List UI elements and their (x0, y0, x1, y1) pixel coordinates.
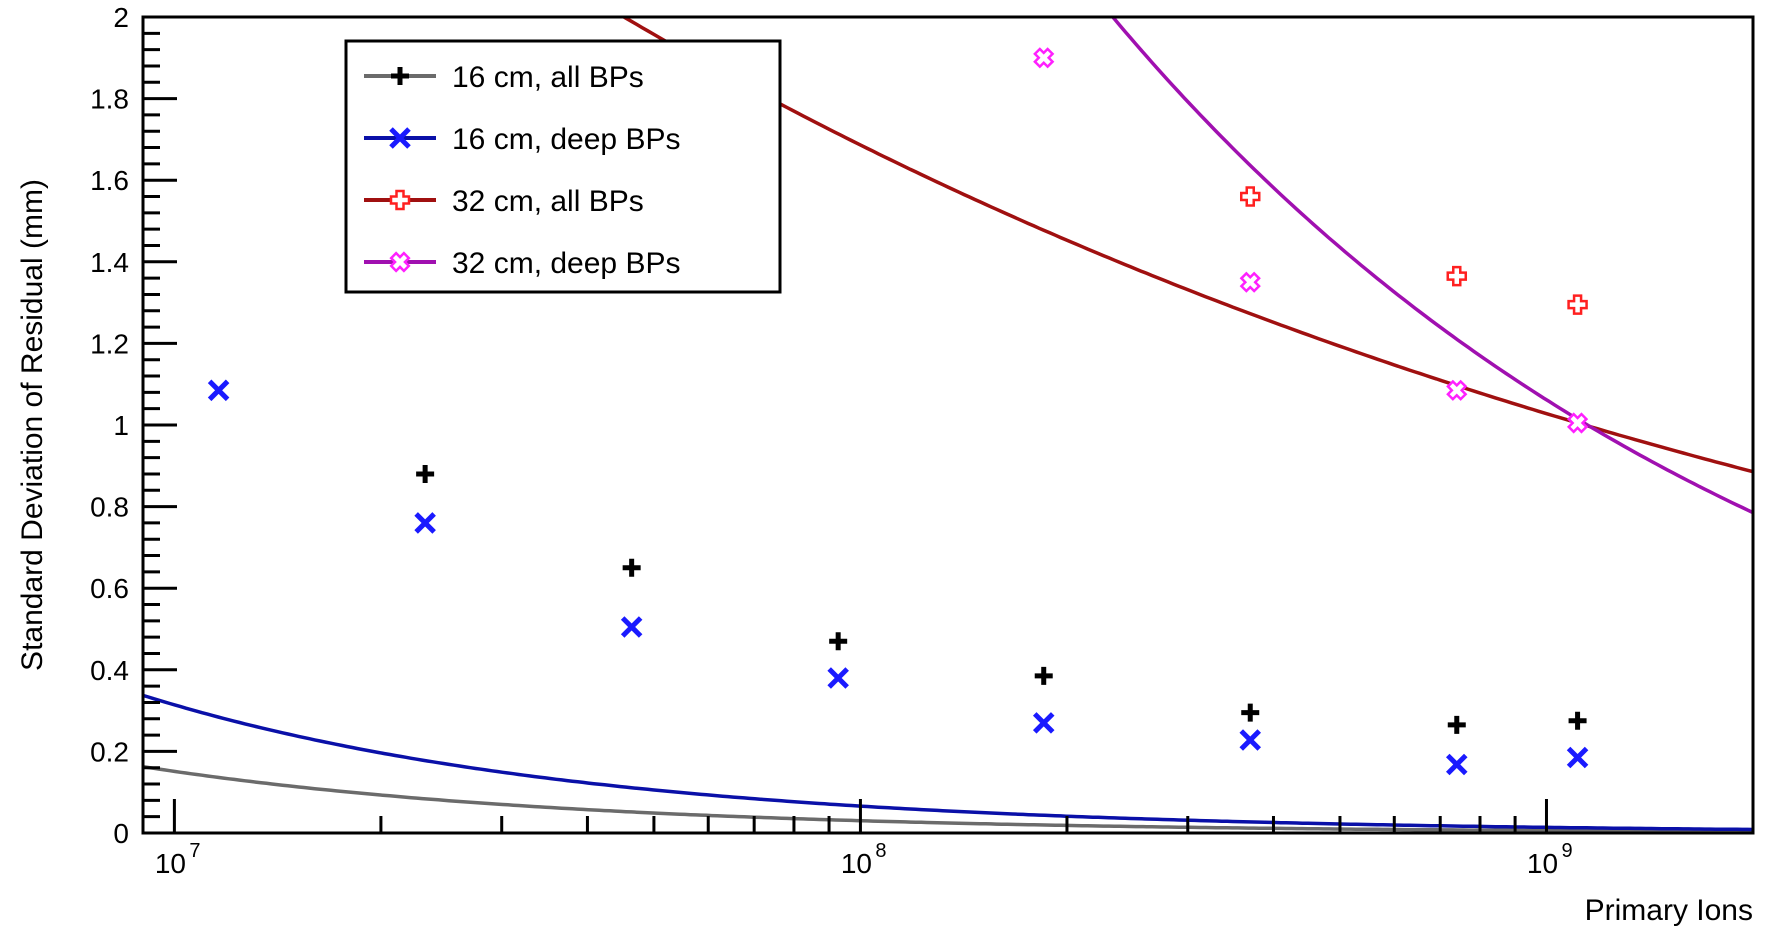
y-tick-label: 0 (113, 818, 129, 849)
plus-marker (829, 632, 848, 651)
x-tick-label: 10 7 (155, 840, 201, 879)
data-point (389, 127, 411, 149)
x-marker (414, 512, 436, 534)
x-tick-exponent: 7 (189, 840, 200, 862)
x-tick-label: 10 8 (841, 840, 887, 879)
plus-marker (1447, 715, 1466, 734)
data-point (391, 67, 409, 85)
legend-label: 32 cm, deep BPs (452, 247, 680, 280)
plus-marker (1241, 703, 1260, 722)
fit-line-series-4 (1110, 17, 1753, 515)
data-point (1567, 294, 1588, 315)
data-point (829, 632, 848, 651)
legend-label: 32 cm, all BPs (452, 185, 644, 218)
x-tick-base: 10 (1527, 848, 1558, 879)
open-plus-marker (389, 189, 411, 211)
x-marker (827, 667, 849, 689)
data-point (1566, 412, 1589, 434)
fit-line-series-3 (620, 17, 1753, 474)
fit-line-series-2 (143, 693, 1753, 832)
x-marker (207, 379, 230, 402)
fit-line-series-1 (143, 764, 1753, 833)
markers-series-3 (1240, 186, 1588, 315)
y-tick-label: 1.8 (90, 84, 129, 115)
data-point (622, 558, 641, 577)
legend-entry: 16 cm, deep BPs (364, 123, 680, 156)
data-point (207, 379, 230, 402)
data-point (1568, 711, 1587, 730)
markers-series-1 (416, 464, 1587, 734)
markers-series-2 (207, 379, 1589, 776)
x-axis-label: Primary Ions (1585, 894, 1753, 927)
open-plus-marker (1567, 294, 1588, 315)
data-point (1239, 271, 1261, 293)
x-marker (1446, 753, 1468, 776)
fit-lines (143, 17, 1753, 833)
y-tick-label: 1 (113, 410, 129, 441)
x-tick-exponent: 9 (1561, 840, 1572, 862)
y-tick-label: 2 (113, 2, 129, 33)
open-x-marker (1033, 47, 1055, 69)
data-point (1034, 666, 1053, 685)
plus-marker (1568, 711, 1587, 730)
data-point (1446, 379, 1468, 401)
x-marker (1239, 729, 1262, 751)
x-marker (1566, 746, 1589, 769)
y-tick-label: 0.4 (90, 655, 129, 686)
data-markers (207, 47, 1589, 776)
open-x-marker (1239, 271, 1261, 293)
plus-marker (416, 464, 435, 483)
y-tick-label: 0.2 (90, 736, 129, 767)
x-marker (389, 127, 411, 149)
data-point (827, 667, 849, 689)
open-x-marker (1446, 379, 1468, 401)
x-axis: 10 7 10 8 10 9 (141, 799, 1755, 879)
y-axis-label: Standard Deviation of Residual (mm) (16, 179, 49, 671)
x-marker (620, 616, 643, 638)
open-plus-marker (1240, 186, 1261, 207)
legend-label: 16 cm, all BPs (452, 61, 644, 94)
open-plus-marker (1446, 265, 1468, 287)
data-point (620, 616, 643, 638)
data-point (389, 251, 411, 273)
data-point (414, 512, 436, 534)
legend-entry: 16 cm, all BPs (364, 61, 644, 94)
y-tick-label: 1.6 (90, 165, 129, 196)
y-tick-label: 1.4 (90, 247, 129, 278)
y-axis: 0 0.2 0.4 0.6 0.8 1 1.2 1.4 1.6 1.8 2 (90, 2, 177, 849)
data-point (1446, 753, 1468, 776)
open-x-marker (1566, 412, 1589, 434)
data-point (389, 189, 411, 211)
data-point (1566, 746, 1589, 769)
data-point (1446, 265, 1468, 287)
data-point (1033, 47, 1055, 69)
x-marker (1032, 712, 1055, 734)
x-tick-exponent: 8 (875, 840, 886, 862)
data-point (1241, 703, 1260, 722)
plus-marker (1034, 666, 1053, 685)
plus-marker (391, 67, 409, 85)
data-point (1032, 712, 1055, 734)
x-tick-label: 10 9 (1527, 840, 1573, 879)
data-point (1447, 715, 1466, 734)
data-point (416, 464, 435, 483)
x-tick-base: 10 (841, 848, 872, 879)
legend-entry: 32 cm, all BPs (364, 185, 644, 218)
legend-label: 16 cm, deep BPs (452, 123, 680, 156)
y-tick-label: 0.6 (90, 573, 129, 604)
y-tick-label: 0.8 (90, 492, 129, 523)
open-x-marker (389, 251, 411, 273)
x-tick-base: 10 (155, 848, 186, 879)
legend-box (344, 39, 782, 294)
data-point (1240, 186, 1261, 207)
data-point (1239, 729, 1262, 751)
y-tick-label: 1.2 (90, 328, 129, 359)
plus-marker (622, 558, 641, 577)
markers-series-4 (1033, 47, 1589, 434)
legend-entry: 32 cm, deep BPs (364, 247, 680, 280)
legend: 16 cm, all BPs 16 cm, deep BPs 32 cm, all … (344, 39, 782, 294)
